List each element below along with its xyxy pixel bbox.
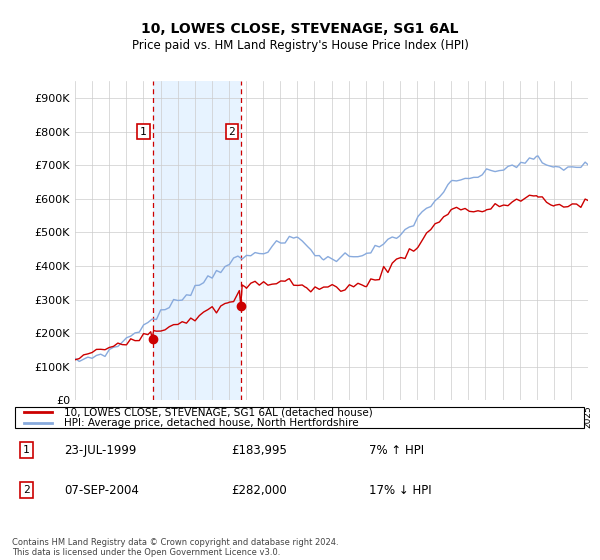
Text: HPI: Average price, detached house, North Hertfordshire: HPI: Average price, detached house, Nort… [64,418,358,428]
Text: 1: 1 [140,127,147,137]
Text: 2: 2 [23,485,30,495]
Text: 2: 2 [229,127,235,137]
Text: Price paid vs. HM Land Registry's House Price Index (HPI): Price paid vs. HM Land Registry's House … [131,39,469,52]
Text: 10, LOWES CLOSE, STEVENAGE, SG1 6AL (detached house): 10, LOWES CLOSE, STEVENAGE, SG1 6AL (det… [64,407,373,417]
Text: 07-SEP-2004: 07-SEP-2004 [64,484,139,497]
Text: 23-JUL-1999: 23-JUL-1999 [64,444,136,457]
Text: Contains HM Land Registry data © Crown copyright and database right 2024.
This d: Contains HM Land Registry data © Crown c… [12,538,338,557]
Text: £183,995: £183,995 [231,444,287,457]
FancyBboxPatch shape [15,407,584,427]
Text: 17% ↓ HPI: 17% ↓ HPI [369,484,432,497]
Text: 7% ↑ HPI: 7% ↑ HPI [369,444,424,457]
Text: £282,000: £282,000 [231,484,287,497]
Text: 1: 1 [23,445,30,455]
Text: 10, LOWES CLOSE, STEVENAGE, SG1 6AL: 10, LOWES CLOSE, STEVENAGE, SG1 6AL [141,22,459,36]
Bar [152,81,241,400]
